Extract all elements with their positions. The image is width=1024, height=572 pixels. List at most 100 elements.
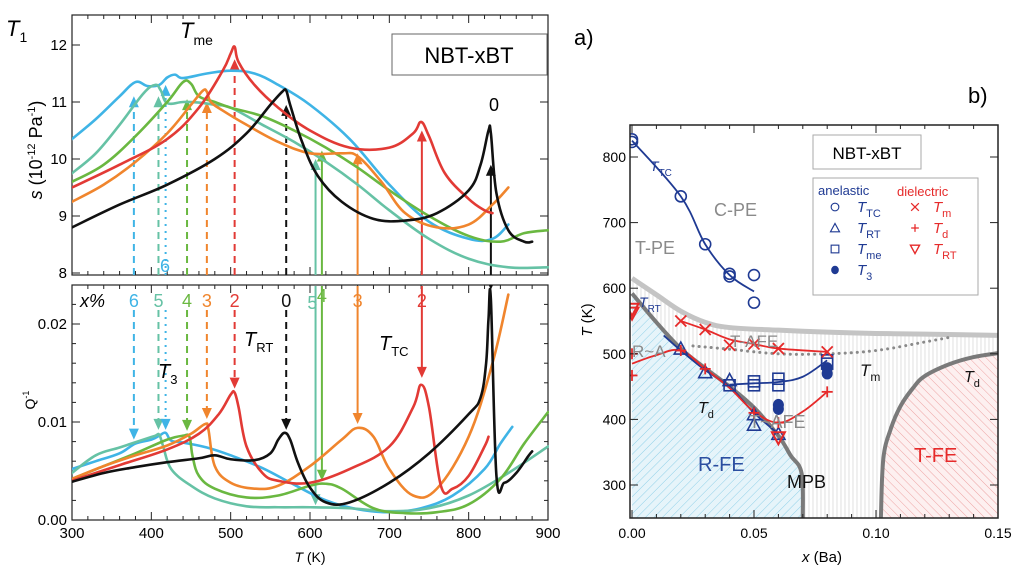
phase-markers [630, 132, 834, 447]
legend-marker-triangle-down-open [909, 244, 921, 256]
arrow-head-up [128, 96, 139, 108]
arrow-head-down [316, 469, 327, 481]
legend-marker [911, 224, 919, 232]
legend-marker [909, 244, 921, 256]
series-line-x2 [72, 383, 490, 495]
marker-square-open [723, 378, 736, 392]
fit-line [631, 348, 828, 424]
arrow-head-up [416, 130, 427, 142]
fit-line [631, 140, 755, 293]
series-line-x0 [72, 287, 534, 506]
x-tick-label: 400 [139, 525, 164, 542]
fit-line [680, 320, 828, 353]
marker-x [674, 314, 687, 328]
curve-label: Tm [860, 361, 880, 384]
phase-axes: 0.00 0.05 0.10 0.15 300 400 500 600 700 800 [603, 124, 1012, 541]
plot-frame [629, 124, 999, 519]
x-percent-label: 5 [153, 291, 163, 311]
corner-label-t1: T1 [6, 16, 27, 45]
svg-text:NBT-xBT: NBT-xBT [833, 144, 902, 163]
phase-box-label: NBT-xBT [812, 134, 922, 170]
t3-annotation: T3 [158, 361, 177, 387]
x-percent-label: 4 [317, 286, 327, 306]
tm-dotted-line [691, 335, 951, 356]
marker-circle-open [630, 135, 639, 149]
x-tick-label: 0.15 [984, 525, 1011, 541]
arrow-head-down [281, 418, 292, 430]
fit-line [729, 359, 828, 386]
region-label-c-pe: C-PE [714, 200, 757, 220]
y-tick-label: 400 [603, 411, 627, 427]
panel-a-label: a) [574, 25, 594, 50]
arrow-head-up [352, 153, 363, 165]
dissipation-ylabel: Q-1 [21, 391, 38, 410]
marker-circle-open [674, 190, 688, 203]
x-percent-label: 5 [307, 293, 317, 313]
x-tick-label: 600 [297, 525, 322, 542]
rfe-boundary [630, 292, 805, 518]
label-six-mid: 6 [160, 256, 170, 276]
x-tick-label: 700 [377, 525, 402, 542]
arrow-head-down [153, 418, 164, 430]
x-tick-label: 900 [535, 525, 560, 542]
phase-ylabel: T (K) [579, 303, 596, 336]
arrow-head-down [352, 412, 363, 424]
x-tick-label: 0.00 [618, 525, 645, 541]
marker-triangle-up-open [697, 363, 714, 379]
arrow-head-up [201, 102, 212, 113]
marker-x [699, 323, 712, 336]
marker-x [772, 342, 785, 355]
phase-lines [630, 140, 999, 518]
trt-annotation: TRT [244, 329, 273, 355]
region-label-t-fe: T-FE [914, 445, 957, 467]
phase-diagram: 0.00 0.05 0.10 0.15 300 400 500 600 700 800 C-PE T… [579, 124, 1012, 566]
series-line-x5 [72, 432, 549, 513]
arrow-head-down [201, 408, 212, 420]
x-percent-label: 3 [353, 291, 363, 311]
tfe-boundary [878, 351, 999, 518]
marker-square-open [772, 372, 785, 386]
x-percent-label: 4 [182, 291, 192, 311]
y-tick-label: 12 [50, 37, 67, 54]
series-line-x2 [72, 45, 494, 215]
compliance-arrows [128, 59, 496, 275]
marker-square-open [747, 378, 761, 392]
y-tick-label: 800 [603, 149, 627, 165]
panel-b-label: b) [968, 83, 988, 108]
x-percent-label: 3 [202, 291, 212, 311]
arrow-head-down [182, 419, 193, 431]
marker-circle-open [698, 237, 712, 251]
tme-annotation: Tme [180, 18, 213, 48]
x-tick-label: 800 [456, 525, 481, 542]
x-tick-label: 300 [59, 525, 84, 542]
region-label-t-pe: T-PE [635, 238, 675, 258]
curve-label: Td [698, 400, 714, 421]
arrow-head-down [128, 428, 139, 440]
ttc-annotation: TTC [379, 333, 409, 359]
compliance-plot: 8 9 10 11 12 T1 Tme NBT-xBT 0 6 s (10-12 Pa-… [6, 14, 549, 282]
y-tick-label: 0.00 [38, 512, 67, 529]
legend-marker-x [910, 202, 920, 212]
series-line-x0 [72, 87, 534, 244]
marker-circle-open [723, 270, 736, 283]
legend-marker [831, 265, 839, 275]
x-tick-label: 0.10 [862, 525, 889, 541]
legend-entry-label: TTC [857, 199, 881, 220]
marker-triangle-down-open [630, 302, 641, 318]
x-percent-label: 0 [281, 291, 291, 311]
series-line-x6 [72, 69, 510, 243]
legend-marker [830, 202, 840, 212]
x-percent-label: 6 [129, 291, 139, 311]
legend-marker-triangle-up-open [829, 222, 841, 233]
compliance-series [72, 45, 549, 270]
y-tick-label: 10 [50, 151, 67, 168]
curve-label: TTC [650, 158, 672, 179]
marker-x [821, 345, 834, 358]
legend-group-dielectric: dielectric [897, 184, 949, 199]
legend-entry-label: TRT [933, 241, 957, 262]
legend-group-anelastic: anelastic [818, 183, 870, 198]
x-percent-title: x% [79, 291, 105, 311]
arrow-head-down [416, 366, 427, 378]
